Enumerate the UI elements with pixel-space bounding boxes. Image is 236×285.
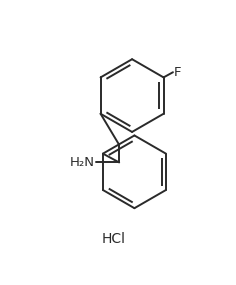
Text: H₂N: H₂N bbox=[70, 156, 95, 169]
Text: HCl: HCl bbox=[101, 232, 125, 246]
Text: F: F bbox=[174, 66, 181, 79]
